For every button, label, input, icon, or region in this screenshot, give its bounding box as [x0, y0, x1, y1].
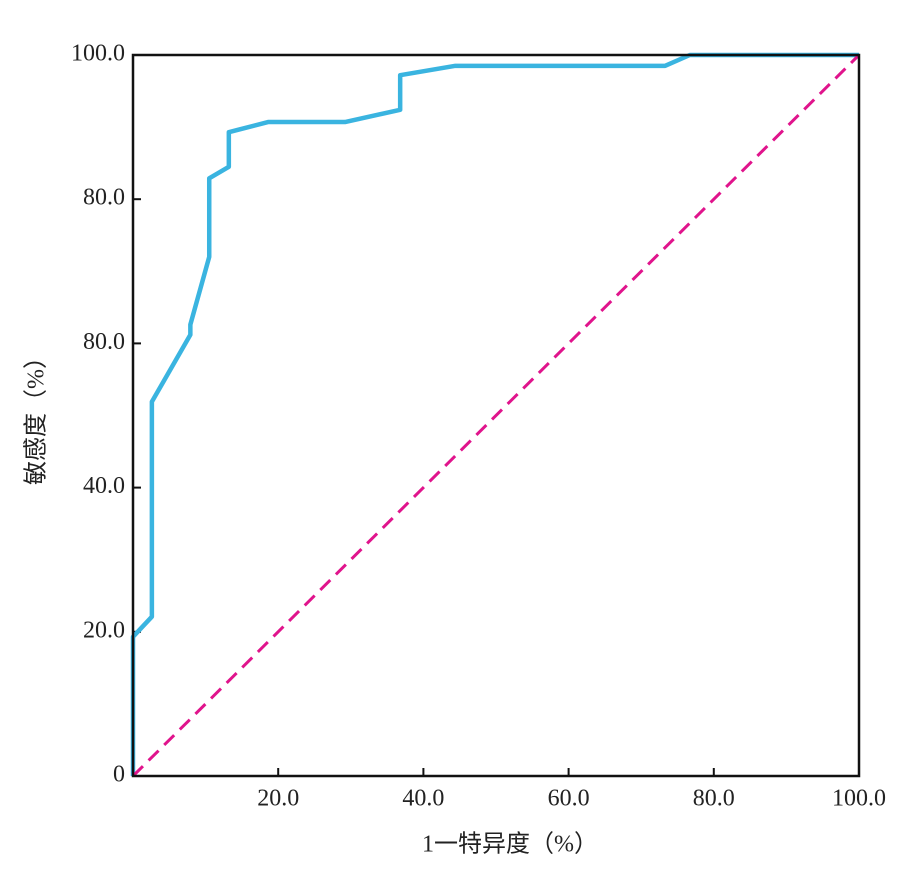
x-tick-label: 20.0 [257, 786, 299, 812]
roc-line [130, 52, 859, 776]
x-tick-label: 40.0 [402, 786, 444, 812]
x-tick-label: 80.0 [693, 786, 735, 812]
x-tick-label: 100.0 [832, 786, 886, 812]
x-tick-label: 60.0 [548, 786, 590, 812]
y-tick-label: 0 [113, 762, 125, 788]
y-tick-label: 20.0 [83, 617, 125, 643]
plot-frame [131, 53, 861, 778]
y-tick-label: 80.0 [83, 329, 125, 355]
y-tick-label: 100.0 [71, 41, 125, 67]
y-tick-label: 40.0 [83, 473, 125, 499]
y-axis-label: 敏感度（%） [23, 345, 50, 485]
x-axis-label: 1一特异度（%） [422, 831, 598, 858]
roc-line [131, 53, 861, 778]
y-tick-label: 80.0 [83, 185, 125, 211]
